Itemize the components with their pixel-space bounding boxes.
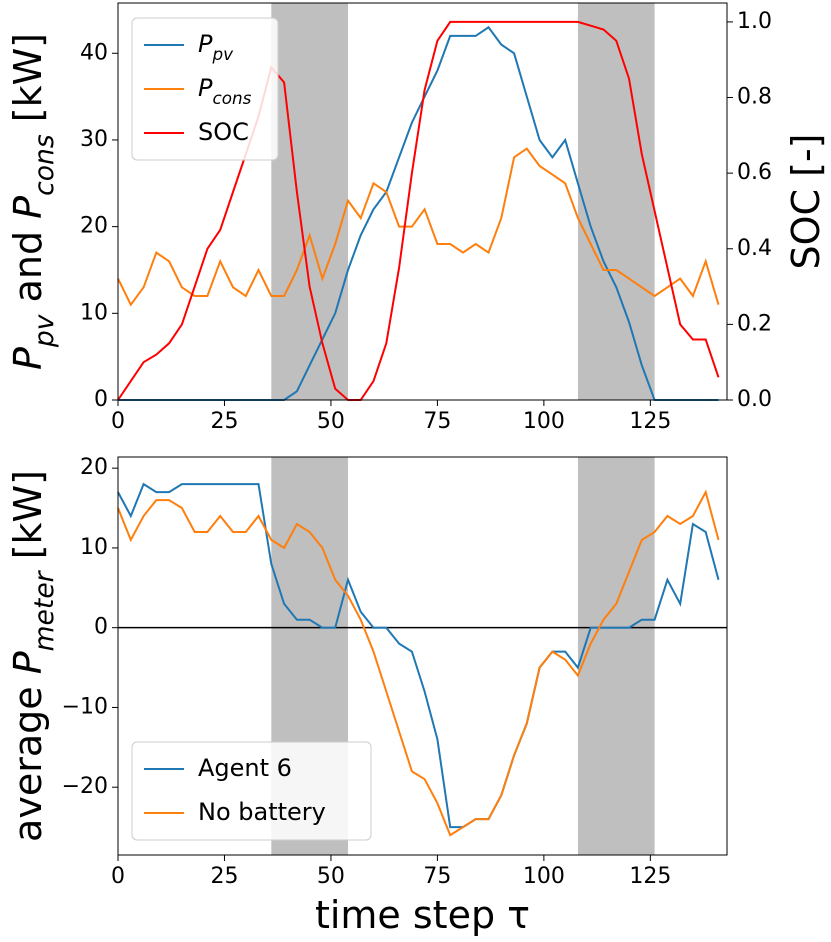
y2-tick-label: 0.0 [737,387,772,412]
legend-label: Pcons [198,74,252,108]
y-tick-label: 30 [80,127,108,152]
legend-box [131,17,279,161]
legend-label: Agent 6 [198,754,292,782]
shaded-region [577,457,655,855]
y-axis-label: average Pmeter [kW] [6,470,61,842]
y2-tick-label: 0.8 [737,85,772,110]
y-tick-label: 20 [80,455,108,480]
data-line [117,20,720,401]
x-tick-label: 75 [423,409,451,434]
data-line [117,482,720,829]
x-tick-label: 125 [629,409,671,434]
legend-label: No battery [198,798,326,826]
legend: Agent 6 No battery [131,741,372,841]
legend-label: SOC [198,118,249,146]
x-tick-label: 0 [111,864,125,889]
x-tick-label: 75 [423,864,451,889]
x-tick-label: 100 [523,409,565,434]
subplot: 0 25 50 75 100 125 −20 −10 0 10 20 average Pmeter [… [6,455,728,937]
x-tick-label: 125 [629,864,671,889]
x-tick-label: 50 [317,409,345,434]
legend-label: Ppv [198,30,234,64]
y-tick-label: 10 [80,300,108,325]
legend-box [131,741,372,841]
y2-axis-label: SOC [-] [784,133,828,269]
y2-tick-label: 1.0 [737,9,772,34]
y2-tick-label: 0.6 [737,160,772,185]
y2-tick-label: 0.4 [737,236,772,261]
x-axis-label: time step τ [315,893,530,937]
y-tick-label: −20 [62,774,108,799]
x-tick-label: 25 [210,409,238,434]
x-tick-label: 50 [317,864,345,889]
y2-tick-label: 0.2 [737,311,772,336]
plot-frame [117,456,728,856]
shaded-region [271,3,348,400]
y-tick-label: −10 [62,694,108,719]
legend: Ppv Pcons SOC [131,17,279,161]
x-tick-label: 25 [210,864,238,889]
y-tick-label: 20 [80,214,108,239]
y-axis-label: Ppv and Pcons [kW] [6,33,61,370]
y-tick-label: 40 [80,40,108,65]
y-tick-label: 0 [94,615,108,640]
y-tick-label: 0 [94,387,108,412]
y-tick-label: 10 [80,535,108,560]
x-tick-label: 0 [111,409,125,434]
x-tick-label: 100 [523,864,565,889]
plot-frame [117,2,728,401]
shaded-region [577,3,655,400]
subplot: 0 25 50 75 100 125 0 10 20 30 40 0.0 0.2 0.4 0.6 0.8 1.0… [6,2,828,434]
data-line [117,489,720,837]
data-line [117,147,720,307]
